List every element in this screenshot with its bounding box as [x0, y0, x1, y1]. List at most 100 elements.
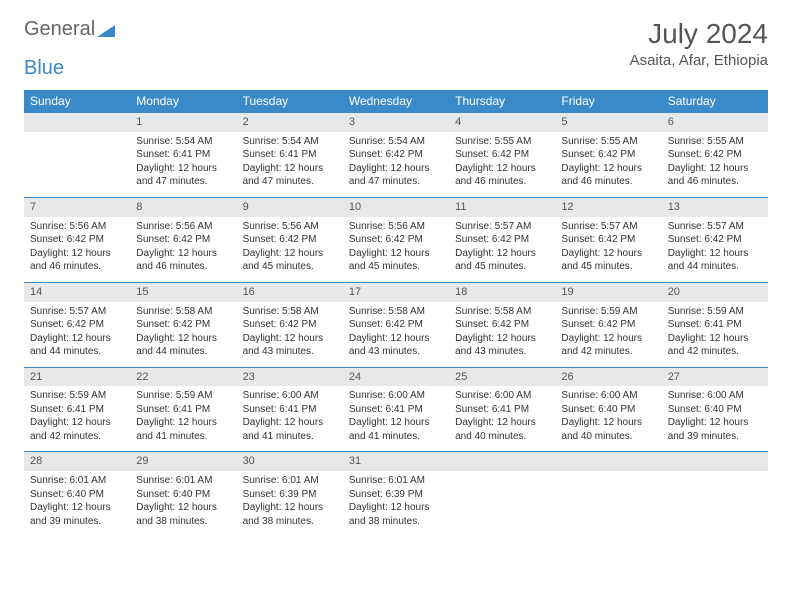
daylight-text-1: Daylight: 12 hours [561, 332, 655, 346]
sunrise-text: Sunrise: 5:59 AM [668, 305, 762, 319]
daylight-text-1: Daylight: 12 hours [349, 162, 443, 176]
daylight-text-1: Daylight: 12 hours [136, 416, 230, 430]
sunset-text: Sunset: 6:42 PM [136, 233, 230, 247]
day-number: 30 [237, 452, 343, 471]
daylight-text-1: Daylight: 12 hours [243, 247, 337, 261]
day-content: Sunrise: 6:01 AMSunset: 6:39 PMDaylight:… [343, 471, 449, 536]
sunrise-text: Sunrise: 5:54 AM [349, 135, 443, 149]
day-number: 9 [237, 198, 343, 217]
day-number: 23 [237, 368, 343, 387]
sunrise-text: Sunrise: 5:54 AM [136, 135, 230, 149]
sunset-text: Sunset: 6:42 PM [561, 148, 655, 162]
calendar-cell: 11Sunrise: 5:57 AMSunset: 6:42 PMDayligh… [449, 197, 555, 282]
daylight-text-2: and 46 minutes. [668, 175, 762, 189]
sunrise-text: Sunrise: 5:58 AM [349, 305, 443, 319]
daylight-text-1: Daylight: 12 hours [349, 332, 443, 346]
day-content: Sunrise: 5:54 AMSunset: 6:41 PMDaylight:… [237, 132, 343, 197]
day-content: Sunrise: 6:01 AMSunset: 6:40 PMDaylight:… [130, 471, 236, 536]
daylight-text-1: Daylight: 12 hours [30, 247, 124, 261]
day-content: Sunrise: 5:57 AMSunset: 6:42 PMDaylight:… [24, 302, 130, 367]
calendar-cell [24, 113, 130, 198]
sunrise-text: Sunrise: 6:00 AM [668, 389, 762, 403]
sunrise-text: Sunrise: 5:54 AM [243, 135, 337, 149]
daylight-text-2: and 44 minutes. [30, 345, 124, 359]
daylight-text-2: and 47 minutes. [243, 175, 337, 189]
daylight-text-1: Daylight: 12 hours [136, 162, 230, 176]
day-number: 5 [555, 113, 661, 132]
sunrise-text: Sunrise: 5:55 AM [668, 135, 762, 149]
day-number: 14 [24, 283, 130, 302]
day-content: Sunrise: 5:57 AMSunset: 6:42 PMDaylight:… [449, 217, 555, 282]
calendar-row: 7Sunrise: 5:56 AMSunset: 6:42 PMDaylight… [24, 197, 768, 282]
day-content: Sunrise: 5:58 AMSunset: 6:42 PMDaylight:… [130, 302, 236, 367]
day-number: 19 [555, 283, 661, 302]
day-number: 22 [130, 368, 236, 387]
sunset-text: Sunset: 6:42 PM [455, 318, 549, 332]
calendar-cell: 28Sunrise: 6:01 AMSunset: 6:40 PMDayligh… [24, 452, 130, 536]
day-number: 18 [449, 283, 555, 302]
day-content: Sunrise: 5:57 AMSunset: 6:42 PMDaylight:… [555, 217, 661, 282]
day-number-empty [24, 113, 130, 132]
sunrise-text: Sunrise: 6:00 AM [455, 389, 549, 403]
calendar-cell: 4Sunrise: 5:55 AMSunset: 6:42 PMDaylight… [449, 113, 555, 198]
logo: General [24, 18, 115, 41]
daylight-text-1: Daylight: 12 hours [349, 416, 443, 430]
sunset-text: Sunset: 6:42 PM [561, 318, 655, 332]
daylight-text-2: and 38 minutes. [243, 515, 337, 529]
daylight-text-2: and 39 minutes. [30, 515, 124, 529]
calendar-cell: 8Sunrise: 5:56 AMSunset: 6:42 PMDaylight… [130, 197, 236, 282]
day-content-empty [555, 471, 661, 536]
sunrise-text: Sunrise: 5:56 AM [243, 220, 337, 234]
day-content: Sunrise: 6:00 AMSunset: 6:40 PMDaylight:… [555, 386, 661, 451]
calendar-cell: 24Sunrise: 6:00 AMSunset: 6:41 PMDayligh… [343, 367, 449, 452]
daylight-text-2: and 46 minutes. [136, 260, 230, 274]
daylight-text-1: Daylight: 12 hours [668, 162, 762, 176]
sunrise-text: Sunrise: 6:00 AM [349, 389, 443, 403]
daylight-text-2: and 45 minutes. [455, 260, 549, 274]
daylight-text-1: Daylight: 12 hours [668, 416, 762, 430]
sunset-text: Sunset: 6:42 PM [668, 148, 762, 162]
calendar-cell: 22Sunrise: 5:59 AMSunset: 6:41 PMDayligh… [130, 367, 236, 452]
day-content: Sunrise: 5:54 AMSunset: 6:42 PMDaylight:… [343, 132, 449, 197]
day-content: Sunrise: 5:58 AMSunset: 6:42 PMDaylight:… [343, 302, 449, 367]
sunrise-text: Sunrise: 5:59 AM [136, 389, 230, 403]
day-content: Sunrise: 5:56 AMSunset: 6:42 PMDaylight:… [237, 217, 343, 282]
sunrise-text: Sunrise: 5:57 AM [668, 220, 762, 234]
calendar-cell [662, 452, 768, 536]
daylight-text-1: Daylight: 12 hours [30, 332, 124, 346]
calendar-cell: 15Sunrise: 5:58 AMSunset: 6:42 PMDayligh… [130, 282, 236, 367]
day-number-empty [662, 452, 768, 471]
calendar-cell: 12Sunrise: 5:57 AMSunset: 6:42 PMDayligh… [555, 197, 661, 282]
calendar-cell: 31Sunrise: 6:01 AMSunset: 6:39 PMDayligh… [343, 452, 449, 536]
day-content: Sunrise: 5:55 AMSunset: 6:42 PMDaylight:… [449, 132, 555, 197]
daylight-text-2: and 46 minutes. [455, 175, 549, 189]
calendar-cell: 18Sunrise: 5:58 AMSunset: 6:42 PMDayligh… [449, 282, 555, 367]
calendar-row: 21Sunrise: 5:59 AMSunset: 6:41 PMDayligh… [24, 367, 768, 452]
sunrise-text: Sunrise: 5:56 AM [349, 220, 443, 234]
calendar-cell: 16Sunrise: 5:58 AMSunset: 6:42 PMDayligh… [237, 282, 343, 367]
daylight-text-1: Daylight: 12 hours [243, 416, 337, 430]
day-number: 2 [237, 113, 343, 132]
sunset-text: Sunset: 6:42 PM [30, 233, 124, 247]
daylight-text-2: and 44 minutes. [136, 345, 230, 359]
calendar-row: 1Sunrise: 5:54 AMSunset: 6:41 PMDaylight… [24, 113, 768, 198]
daylight-text-2: and 38 minutes. [349, 515, 443, 529]
sunset-text: Sunset: 6:42 PM [30, 318, 124, 332]
day-content: Sunrise: 5:55 AMSunset: 6:42 PMDaylight:… [662, 132, 768, 197]
day-content: Sunrise: 5:59 AMSunset: 6:41 PMDaylight:… [130, 386, 236, 451]
sunset-text: Sunset: 6:41 PM [136, 148, 230, 162]
sunrise-text: Sunrise: 5:57 AM [30, 305, 124, 319]
sunset-text: Sunset: 6:42 PM [349, 318, 443, 332]
sunset-text: Sunset: 6:42 PM [243, 233, 337, 247]
day-content: Sunrise: 6:00 AMSunset: 6:41 PMDaylight:… [449, 386, 555, 451]
day-number: 25 [449, 368, 555, 387]
sunset-text: Sunset: 6:39 PM [349, 488, 443, 502]
calendar-cell: 20Sunrise: 5:59 AMSunset: 6:41 PMDayligh… [662, 282, 768, 367]
daylight-text-2: and 42 minutes. [561, 345, 655, 359]
daylight-text-2: and 47 minutes. [349, 175, 443, 189]
day-content: Sunrise: 6:01 AMSunset: 6:39 PMDaylight:… [237, 471, 343, 536]
calendar-cell: 10Sunrise: 5:56 AMSunset: 6:42 PMDayligh… [343, 197, 449, 282]
sunset-text: Sunset: 6:40 PM [30, 488, 124, 502]
day-number: 26 [555, 368, 661, 387]
sunrise-text: Sunrise: 5:56 AM [30, 220, 124, 234]
